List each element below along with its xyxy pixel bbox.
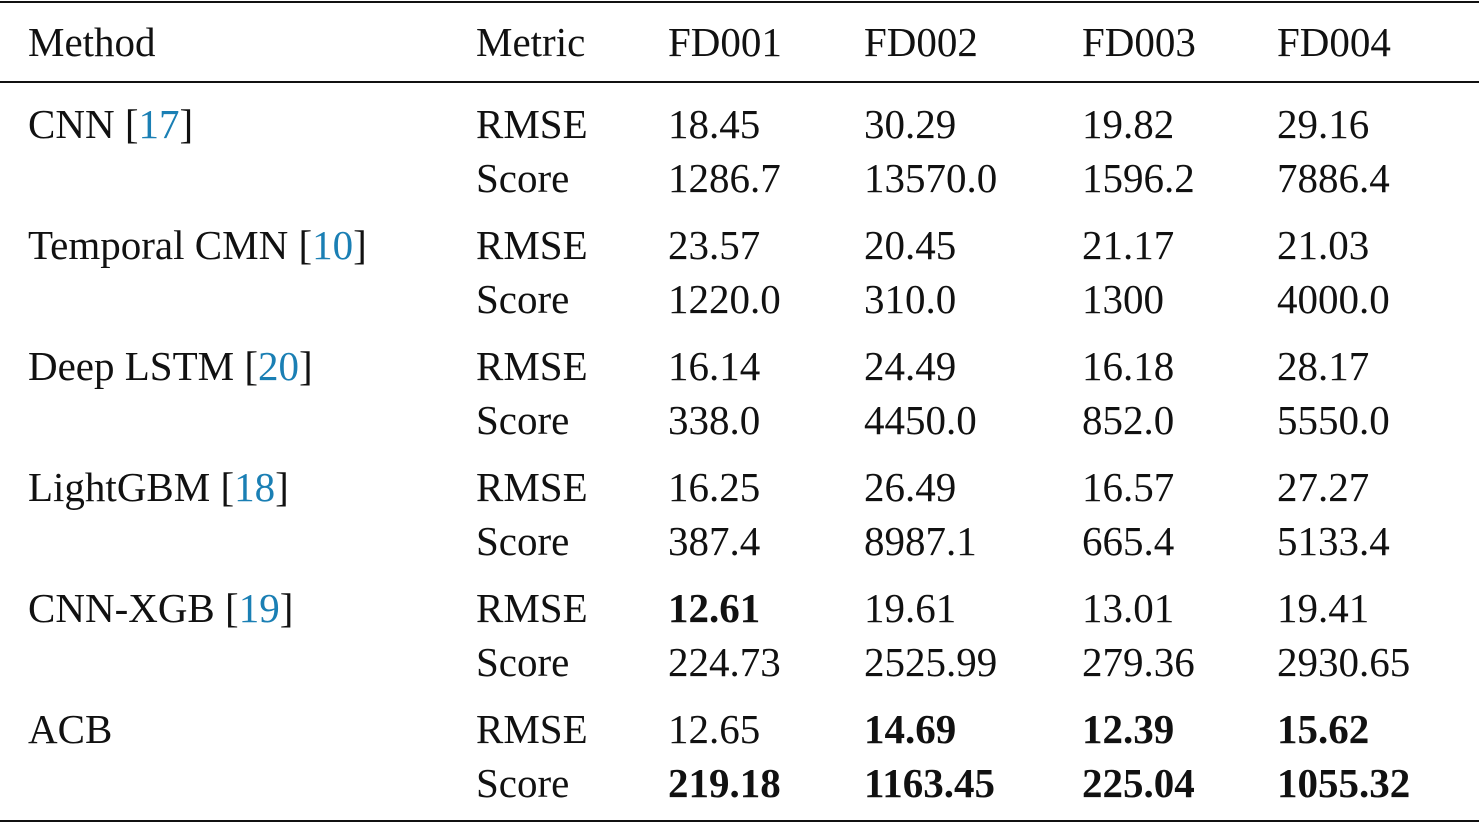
value-cell: 19.82 bbox=[1082, 101, 1175, 147]
value-cell: 21.17 bbox=[1082, 222, 1175, 268]
header-cell: FD003 bbox=[1082, 19, 1196, 65]
header-rule bbox=[0, 81, 1479, 83]
header-cell: FD002 bbox=[864, 19, 978, 65]
metric-name: Score bbox=[476, 155, 570, 201]
value-cell: 16.18 bbox=[1082, 343, 1175, 389]
value-cell: 2525.99 bbox=[864, 639, 998, 685]
value-cell: 665.4 bbox=[1082, 518, 1175, 564]
value-cell: 23.57 bbox=[668, 222, 761, 268]
method-name: LightGBM [18] bbox=[28, 464, 289, 510]
metric-name: RMSE bbox=[476, 222, 588, 268]
value-cell: 24.49 bbox=[864, 343, 957, 389]
top-rule bbox=[0, 1, 1479, 3]
value-cell: 12.65 bbox=[668, 706, 761, 752]
value-cell: 7886.4 bbox=[1277, 155, 1390, 201]
metric-name: Score bbox=[476, 518, 570, 564]
citation: [10] bbox=[298, 222, 367, 268]
metric-name: RMSE bbox=[476, 343, 588, 389]
header-cell: FD004 bbox=[1277, 19, 1391, 65]
value-cell: 14.69 bbox=[864, 706, 957, 752]
citation: [17] bbox=[124, 101, 194, 147]
metric-name: Score bbox=[476, 276, 570, 322]
metric-name: RMSE bbox=[476, 706, 588, 752]
value-cell: 2930.65 bbox=[1277, 639, 1411, 685]
method-name: CNN [17] bbox=[28, 101, 194, 147]
value-cell: 16.25 bbox=[668, 464, 761, 510]
value-cell: 1055.32 bbox=[1277, 760, 1411, 806]
value-cell: 279.36 bbox=[1082, 639, 1195, 685]
value-cell: 28.17 bbox=[1277, 343, 1370, 389]
citation: [20] bbox=[244, 343, 313, 389]
value-cell: 19.61 bbox=[864, 585, 957, 631]
method-name: Deep LSTM [20] bbox=[28, 343, 313, 389]
method-name: ACB bbox=[28, 706, 113, 752]
value-cell: 16.57 bbox=[1082, 464, 1175, 510]
value-cell: 1220.0 bbox=[668, 276, 781, 322]
value-cell: 338.0 bbox=[668, 397, 761, 443]
metric-name: RMSE bbox=[476, 101, 588, 147]
header-cell: Metric bbox=[476, 19, 586, 65]
metric-name: RMSE bbox=[476, 464, 588, 510]
value-cell: 29.16 bbox=[1277, 101, 1370, 147]
metric-name: Score bbox=[476, 397, 570, 443]
value-cell: 19.41 bbox=[1277, 585, 1370, 631]
value-cell: 1286.7 bbox=[668, 155, 781, 201]
metric-name: RMSE bbox=[476, 585, 588, 631]
value-cell: 27.27 bbox=[1277, 464, 1370, 510]
value-cell: 387.4 bbox=[668, 518, 761, 564]
metric-name: Score bbox=[476, 760, 570, 806]
value-cell: 13570.0 bbox=[864, 155, 998, 201]
value-cell: 1596.2 bbox=[1082, 155, 1195, 201]
value-cell: 310.0 bbox=[864, 276, 957, 322]
citation: [19] bbox=[225, 585, 294, 631]
value-cell: 5550.0 bbox=[1277, 397, 1390, 443]
value-cell: 5133.4 bbox=[1277, 518, 1390, 564]
value-cell: 15.62 bbox=[1277, 706, 1370, 752]
value-cell: 12.39 bbox=[1082, 706, 1175, 752]
value-cell: 30.29 bbox=[864, 101, 957, 147]
value-cell: 852.0 bbox=[1082, 397, 1175, 443]
value-cell: 12.61 bbox=[668, 585, 761, 631]
value-cell: 225.04 bbox=[1082, 760, 1195, 806]
value-cell: 18.45 bbox=[668, 101, 761, 147]
value-cell: 4000.0 bbox=[1277, 276, 1390, 322]
value-cell: 8987.1 bbox=[864, 518, 977, 564]
header-cell: Method bbox=[28, 19, 156, 65]
value-cell: 1163.45 bbox=[864, 760, 995, 806]
header-cell: FD001 bbox=[668, 19, 782, 65]
citation: [18] bbox=[220, 464, 289, 510]
bottom-rule bbox=[0, 820, 1479, 822]
value-cell: 13.01 bbox=[1082, 585, 1175, 631]
value-cell: 20.45 bbox=[864, 222, 957, 268]
value-cell: 4450.0 bbox=[864, 397, 977, 443]
metric-name: Score bbox=[476, 639, 570, 685]
method-name: Temporal CMN [10] bbox=[28, 222, 367, 268]
value-cell: 1300 bbox=[1082, 276, 1164, 322]
value-cell: 224.73 bbox=[668, 639, 781, 685]
value-cell: 16.14 bbox=[668, 343, 761, 389]
value-cell: 26.49 bbox=[864, 464, 957, 510]
value-cell: 219.18 bbox=[668, 760, 781, 806]
method-name: CNN-XGB [19] bbox=[28, 585, 294, 631]
value-cell: 21.03 bbox=[1277, 222, 1370, 268]
